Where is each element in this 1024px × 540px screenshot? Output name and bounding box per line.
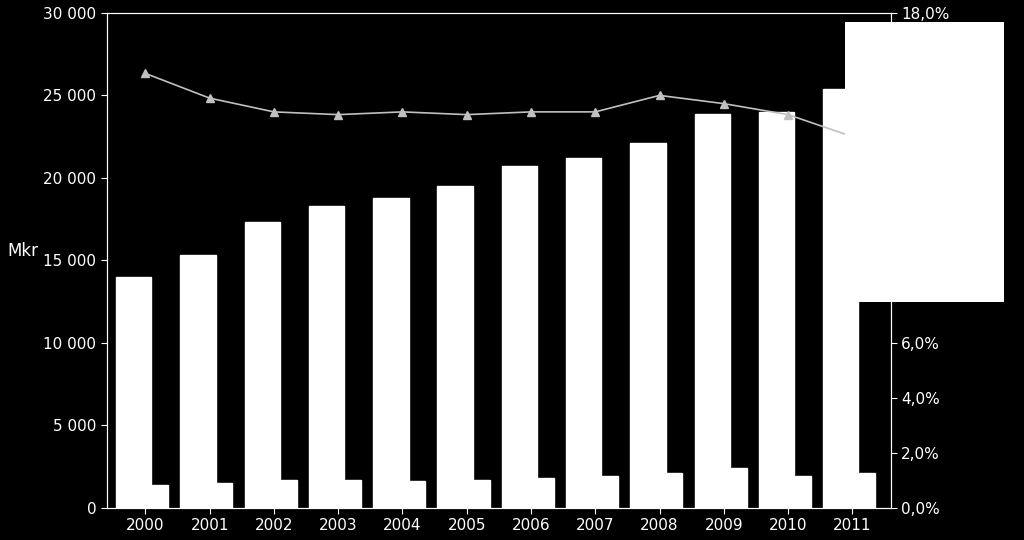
Bar [309,206,344,508]
Bar [859,473,876,508]
Bar [116,277,152,508]
Bar [437,186,473,508]
Bar [345,480,361,508]
Bar [823,89,858,508]
Bar [153,484,168,508]
Y-axis label: Mkr: Mkr [7,242,38,260]
Bar [502,166,537,508]
Bar [759,112,795,508]
Bar [694,113,730,508]
Bar [245,222,280,508]
Bar [602,476,618,508]
Bar [730,468,746,508]
Bar [281,480,297,508]
Bar [795,476,811,508]
Bar [538,478,554,508]
Bar [410,481,425,508]
Y-axis label: % av total: % av total [977,221,991,299]
Bar [630,143,666,508]
Bar [373,198,409,508]
Bar [473,480,489,508]
Bar [566,158,601,508]
Bar [667,473,682,508]
Bar [180,255,216,508]
Bar [216,483,232,508]
